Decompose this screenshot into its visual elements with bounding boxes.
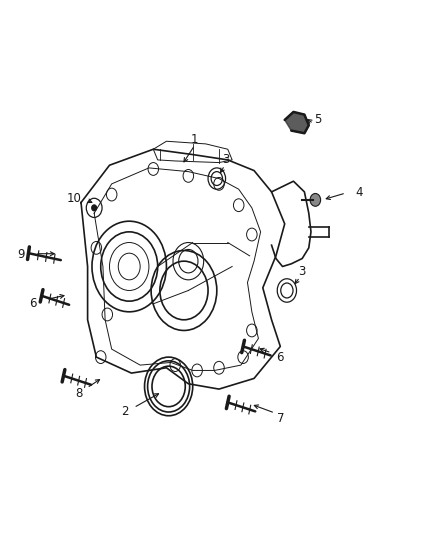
Text: 3: 3 — [222, 154, 229, 166]
Text: 2: 2 — [121, 405, 129, 418]
Text: 6: 6 — [29, 297, 37, 310]
Text: 8: 8 — [75, 387, 82, 400]
Circle shape — [310, 193, 321, 206]
Circle shape — [92, 205, 96, 211]
Polygon shape — [285, 112, 309, 133]
Text: 6: 6 — [276, 351, 284, 364]
Text: 10: 10 — [67, 192, 82, 205]
Text: 1: 1 — [191, 133, 199, 146]
Text: 4: 4 — [355, 187, 363, 199]
Text: 3: 3 — [299, 265, 306, 278]
Text: 7: 7 — [276, 412, 284, 425]
Text: 5: 5 — [314, 114, 321, 126]
Text: 9: 9 — [17, 248, 25, 261]
